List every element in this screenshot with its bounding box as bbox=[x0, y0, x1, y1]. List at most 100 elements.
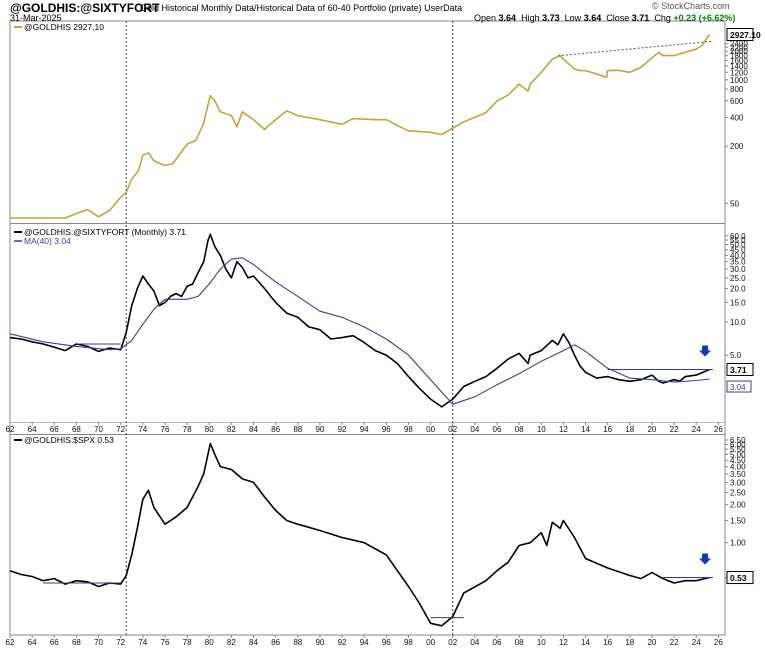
x-tick-label: 14 bbox=[581, 638, 590, 647]
x-tick-label: 68 bbox=[72, 638, 81, 647]
x-tick-label: 78 bbox=[183, 425, 192, 434]
x-tick-label: 82 bbox=[227, 638, 236, 647]
x-tick-label: 76 bbox=[161, 425, 170, 434]
x-tick-label: 68 bbox=[72, 425, 81, 434]
x-tick-label: 10 bbox=[537, 425, 546, 434]
y-tick-label: 800 bbox=[730, 85, 744, 94]
x-tick-label: 64 bbox=[28, 638, 37, 647]
last-value-tag: 2927.10 bbox=[726, 28, 761, 42]
down-arrow-icon bbox=[699, 553, 712, 565]
y-tick-label: 45.0 bbox=[730, 246, 746, 255]
y-tick-label: 2.00 bbox=[730, 501, 746, 510]
y-tick-label: 1.00 bbox=[730, 539, 746, 548]
x-tick-label: 12 bbox=[559, 638, 568, 647]
x-tick-label: 22 bbox=[670, 425, 679, 434]
x-tick-label: 06 bbox=[493, 638, 502, 647]
x-tick-label: 84 bbox=[249, 425, 258, 434]
y-tick-label: 25.0 bbox=[730, 274, 746, 283]
y-tick-label: 3.50 bbox=[730, 470, 746, 479]
x-tick-label: 90 bbox=[315, 638, 324, 647]
x-tick-label: 26 bbox=[714, 638, 723, 647]
chg-label: Chg bbox=[654, 13, 671, 23]
last-value-box bbox=[726, 28, 754, 42]
y-tick-label: 1400 bbox=[730, 62, 748, 71]
x-tick-label: 12 bbox=[559, 425, 568, 434]
series-line--goldhis-sixtyfort bbox=[9, 233, 710, 408]
x-tick-label: 24 bbox=[692, 638, 701, 647]
x-tick-label: 10 bbox=[537, 638, 546, 647]
x-tick-label: 22 bbox=[670, 638, 679, 647]
x-tick-label: 06 bbox=[493, 425, 502, 434]
series-line--goldhis bbox=[10, 34, 711, 219]
x-tick-label: 00 bbox=[426, 425, 435, 434]
x-tick-label: 98 bbox=[404, 638, 413, 647]
ma-value-text: 3.04 bbox=[730, 383, 746, 392]
y-tick-label: 2400 bbox=[730, 40, 748, 49]
x-tick-label: 26 bbox=[714, 425, 723, 434]
x-tick-label: 96 bbox=[382, 425, 391, 434]
chart-date: 31-Mar-2025 bbox=[10, 13, 62, 23]
y-tick-label: 4.00 bbox=[730, 463, 746, 472]
legend-label-ma: MA(40) 3.04 bbox=[24, 236, 71, 246]
x-tick-label: 74 bbox=[138, 425, 147, 434]
x-tick-label: 66 bbox=[50, 425, 59, 434]
x-tick-label: 86 bbox=[271, 638, 280, 647]
x-tick-label: 16 bbox=[603, 425, 612, 434]
chart-symbol: @GOLDHIS:@SIXTYFORT bbox=[10, 1, 160, 15]
panel-2: 60.055.050.045.040.035.030.025.0 20.0 15.0… bbox=[6, 227, 754, 434]
x-tick-label: 80 bbox=[205, 425, 214, 434]
y-tick-label: 35.0 bbox=[730, 258, 746, 267]
last-value-text: 0.53 bbox=[730, 573, 747, 583]
y-tick-label: 10.0 bbox=[730, 318, 746, 327]
close-label: Close bbox=[606, 13, 630, 23]
high-value: 3.73 bbox=[542, 13, 560, 23]
panel-3: 6.506.005.505.004.504.003.503.002.50 2.00… bbox=[6, 435, 754, 647]
open-value: 3.64 bbox=[498, 13, 517, 23]
x-tick-label: 04 bbox=[470, 638, 479, 647]
x-tick-label: 00 bbox=[426, 638, 435, 647]
last-value-text: 2927.10 bbox=[730, 30, 761, 40]
y-tick-label: 6.00 bbox=[730, 440, 746, 449]
x-tick-label: 88 bbox=[293, 425, 302, 434]
x-tick-label: 04 bbox=[470, 425, 479, 434]
high-label: High bbox=[521, 13, 540, 23]
x-tick-label: 62 bbox=[6, 425, 15, 434]
x-tick-label: 74 bbox=[138, 638, 147, 647]
y-tick-label: 1200 bbox=[730, 68, 748, 77]
y-tick-label: 2200 bbox=[730, 43, 748, 52]
y-tick-label: 60.0 bbox=[730, 232, 746, 241]
ma-value-box bbox=[726, 380, 752, 393]
x-tick-label: 80 bbox=[205, 638, 214, 647]
y-tick-label: 1600 bbox=[730, 56, 748, 65]
x-tick-label: 94 bbox=[360, 425, 369, 434]
x-tick-label: 88 bbox=[293, 638, 302, 647]
x-tick-label: 18 bbox=[625, 638, 634, 647]
x-tick-label: 86 bbox=[271, 425, 280, 434]
y-tick-label: 50.0 bbox=[730, 241, 746, 250]
y-tick-label: 50 bbox=[730, 199, 739, 208]
y-tick-label: 400 bbox=[730, 114, 744, 123]
y-tick-label: 3.00 bbox=[730, 478, 746, 487]
y-tick-label: 2.50 bbox=[730, 488, 746, 497]
last-value-tag: 3.71 bbox=[726, 362, 754, 376]
x-tick-label: 02 bbox=[448, 638, 457, 647]
x-tick-label: 20 bbox=[647, 638, 656, 647]
x-tick-label: 78 bbox=[183, 638, 192, 647]
ohlc-readout: Open 3.64 High 3.73 Low 3.64 Close 3.71 … bbox=[474, 13, 735, 23]
x-tick-label: 96 bbox=[382, 638, 391, 647]
y-tick-label: 5.0 bbox=[730, 351, 742, 360]
y-tick-label: 5.00 bbox=[730, 450, 746, 459]
x-tick-label: 84 bbox=[249, 638, 258, 647]
last-value-tag: 0.53 bbox=[726, 571, 754, 585]
y-tick-label: 1000 bbox=[730, 76, 748, 85]
x-tick-label: 08 bbox=[515, 638, 524, 647]
last-value-box bbox=[726, 362, 754, 376]
x-tick-label: 70 bbox=[94, 425, 103, 434]
y-tick-label: 20.0 bbox=[730, 285, 746, 294]
x-tick-label: 14 bbox=[581, 425, 590, 434]
y-tick-label: 1.50 bbox=[730, 516, 746, 525]
x-tick-label: 90 bbox=[315, 425, 324, 434]
x-tick-label: 98 bbox=[404, 425, 413, 434]
x-tick-label: 70 bbox=[94, 638, 103, 647]
